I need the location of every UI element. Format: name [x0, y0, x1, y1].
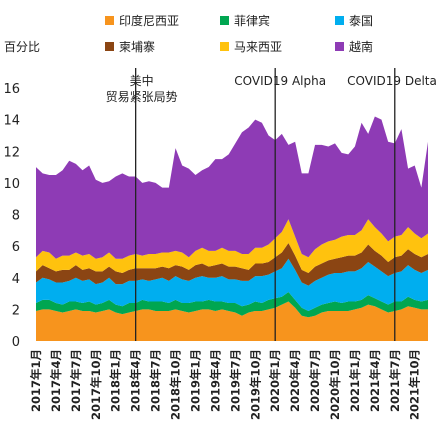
legend-label-3: 柬埔寨 [119, 40, 156, 54]
x-tick-label-18: 2021年7月 [388, 349, 402, 412]
x-tick-label-14: 2020年7月 [308, 349, 322, 412]
legend-item-1: 菲律宾 [220, 12, 270, 29]
x-tick-label-7: 2018年10月 [169, 349, 183, 420]
x-tick-label-8: 2019年1月 [188, 349, 202, 412]
y-tick-label-0: 0 [12, 335, 20, 350]
x-tick-label-5: 2018年4月 [129, 349, 143, 412]
x-tick-label-0: 2017年1月 [29, 349, 43, 412]
series-area-3 [36, 242, 428, 286]
event-label-1-0: COVID19 Alpha [234, 74, 326, 88]
x-tick-label-13: 2020年4月 [288, 349, 302, 412]
legend-label-5: 越南 [349, 40, 374, 54]
legend-swatch-3 [105, 42, 114, 51]
x-tick-label-4: 2018年1月 [109, 349, 123, 412]
legend-swatch-0 [105, 16, 114, 25]
legend-item-4: 马来西亚 [220, 38, 282, 55]
y-tick-label-2: 4 [12, 272, 20, 287]
x-tick-label-15: 2020年10月 [328, 349, 342, 420]
x-tick-label-3: 2017年10月 [89, 349, 103, 420]
legend-label-4: 马来西亚 [234, 40, 283, 54]
event-label-0-0: 美中 [130, 73, 154, 88]
legend-swatch-2 [335, 16, 344, 25]
legend-label-2: 泰国 [349, 14, 374, 28]
series-area-2 [36, 258, 428, 311]
x-tick-label-2: 2017年7月 [69, 349, 83, 412]
x-tick-label-17: 2021年4月 [368, 349, 382, 412]
x-tick-label-1: 2017年4月 [49, 349, 63, 412]
x-tick-label-16: 2021年1月 [348, 349, 362, 412]
series-area-5 [36, 116, 428, 259]
legend-item-3: 柬埔寨 [105, 38, 155, 55]
y-tick-label-4: 8 [12, 209, 20, 224]
y-tick-label-7: 14 [3, 114, 20, 129]
series-area-4 [36, 219, 428, 274]
series-area-0 [36, 301, 428, 341]
legend-label-1: 菲律宾 [234, 14, 271, 28]
y-axis-label: 百分比 [4, 40, 40, 54]
y-tick-label-1: 2 [12, 303, 20, 318]
x-tick-label-9: 2019年4月 [208, 349, 222, 412]
legend-swatch-1 [220, 16, 229, 25]
event-label-2-0: COVID19 Delta [347, 74, 437, 88]
y-tick-label-3: 6 [12, 240, 20, 255]
legend-item-0: 印度尼西亚 [105, 12, 179, 29]
x-tick-label-11: 2019年10月 [248, 349, 262, 420]
x-tick-label-10: 2019年7月 [228, 349, 242, 412]
legend-swatch-4 [220, 42, 229, 51]
legend-item-2: 泰国 [335, 12, 373, 29]
x-tick-label-12: 2020年1月 [268, 349, 282, 412]
event-label-0-1: 贸易紧张局势 [106, 90, 178, 104]
legend-label-0: 印度尼西亚 [119, 14, 180, 28]
y-tick-label-8: 16 [3, 82, 20, 97]
x-tick-label-6: 2018年7月 [149, 349, 163, 412]
y-tick-label-6: 12 [3, 145, 20, 160]
y-tick-label-5: 10 [3, 177, 20, 192]
series-area-1 [36, 291, 428, 318]
legend-item-5: 越南 [335, 38, 373, 55]
legend-swatch-5 [335, 42, 344, 51]
x-tick-label-19: 2021年10月 [408, 349, 422, 420]
